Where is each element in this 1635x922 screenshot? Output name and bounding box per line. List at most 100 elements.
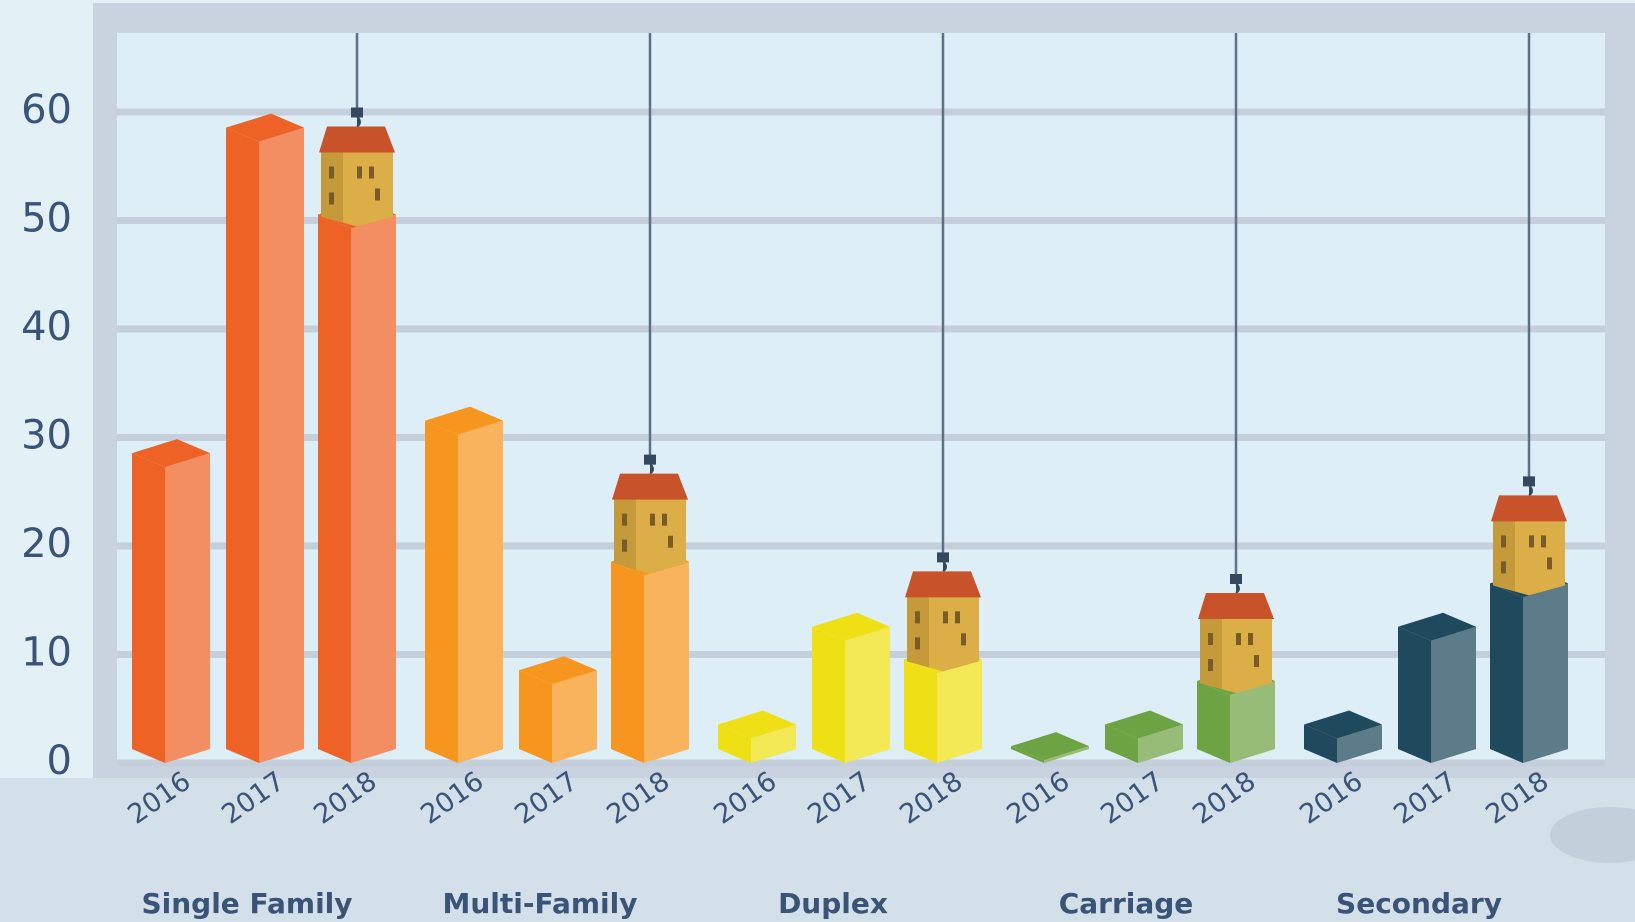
bar-right-face bbox=[165, 453, 210, 763]
house-window bbox=[369, 166, 374, 179]
house-window bbox=[622, 539, 627, 552]
bar-right-tint bbox=[644, 561, 689, 763]
bar bbox=[226, 113, 304, 763]
bar bbox=[611, 547, 689, 763]
bar-top bbox=[1398, 612, 1476, 641]
bar-right-tint bbox=[165, 453, 210, 763]
bar-left-face bbox=[425, 420, 458, 763]
bar-right-face bbox=[644, 561, 689, 763]
y-tick-label: 10 bbox=[21, 629, 72, 675]
bar bbox=[1304, 710, 1382, 763]
house-window bbox=[1501, 535, 1506, 548]
bar-right-face bbox=[1044, 746, 1089, 763]
house-window bbox=[668, 535, 673, 548]
crane-hook bbox=[351, 107, 363, 128]
bar-right-tint bbox=[1044, 746, 1089, 763]
bar-right-face bbox=[1523, 583, 1568, 763]
bar bbox=[519, 656, 597, 763]
bar-right-tint bbox=[1230, 681, 1275, 763]
house-roof bbox=[905, 571, 981, 598]
bar bbox=[1490, 569, 1568, 763]
bar-top bbox=[226, 113, 304, 142]
bar-right-face bbox=[1431, 626, 1476, 763]
bar-left-face bbox=[519, 670, 552, 763]
bar-top bbox=[1011, 732, 1089, 761]
y-tick-label: 20 bbox=[21, 521, 72, 567]
bar-top bbox=[519, 656, 597, 685]
house-window bbox=[375, 188, 380, 201]
y-tick-label: 30 bbox=[21, 412, 72, 458]
category-label: Duplex bbox=[778, 887, 888, 920]
crane-hook bbox=[1523, 476, 1535, 497]
bar-right-tint bbox=[1431, 626, 1476, 763]
house-window bbox=[1248, 633, 1253, 646]
house-window bbox=[955, 611, 960, 624]
bar-left-face bbox=[1490, 583, 1523, 763]
category-label: Single Family bbox=[141, 887, 352, 920]
house-window bbox=[1208, 659, 1213, 672]
bar-right-face bbox=[751, 724, 796, 763]
bar bbox=[1011, 732, 1089, 763]
house-window bbox=[1541, 535, 1546, 548]
house-window bbox=[915, 637, 920, 650]
house-window bbox=[329, 166, 334, 179]
bar-right-face bbox=[259, 127, 304, 763]
bar-top bbox=[425, 406, 503, 435]
bar-left-face bbox=[1197, 681, 1230, 763]
bar-left-face bbox=[1398, 626, 1431, 763]
crane-hook bbox=[937, 552, 949, 573]
house-window bbox=[915, 611, 920, 624]
bar-left-face bbox=[226, 127, 259, 763]
bar-left-face bbox=[611, 561, 644, 763]
bar-top bbox=[1105, 710, 1183, 739]
bar-left-face bbox=[318, 214, 351, 763]
bar bbox=[425, 406, 503, 763]
house-window bbox=[943, 611, 948, 624]
bar-top bbox=[718, 710, 796, 739]
house-window bbox=[662, 513, 667, 526]
bar bbox=[1105, 710, 1183, 763]
bar-right-face bbox=[552, 670, 597, 763]
bar bbox=[1398, 612, 1476, 763]
bar bbox=[718, 710, 796, 763]
bar bbox=[318, 200, 396, 763]
house-roof bbox=[1491, 495, 1567, 522]
y-tick-label: 0 bbox=[47, 738, 72, 784]
bars bbox=[132, 33, 1568, 763]
bar-right-tint bbox=[937, 659, 982, 763]
bar-right-tint bbox=[1337, 724, 1382, 763]
house-window bbox=[622, 513, 627, 526]
bar-top bbox=[812, 612, 890, 641]
bar-right-tint bbox=[351, 214, 396, 763]
house-window bbox=[329, 192, 334, 205]
category-label: Carriage bbox=[1059, 887, 1194, 920]
bar-left-face bbox=[718, 724, 751, 763]
category-label: Secondary bbox=[1336, 887, 1502, 920]
bar-right-face bbox=[937, 659, 982, 763]
bar-right-face bbox=[1230, 681, 1275, 763]
y-tick-label: 40 bbox=[21, 304, 72, 350]
bar bbox=[812, 612, 890, 763]
bar-right-tint bbox=[751, 724, 796, 763]
bar-top bbox=[1304, 710, 1382, 739]
bar-right-face bbox=[458, 420, 503, 763]
house-side bbox=[321, 150, 343, 223]
bar-left-face bbox=[1304, 724, 1337, 763]
y-tick-label: 50 bbox=[21, 195, 72, 241]
house-window bbox=[357, 166, 362, 179]
y-tick-label: 60 bbox=[21, 87, 72, 133]
house-window bbox=[1501, 561, 1506, 574]
house-side bbox=[907, 595, 929, 668]
bar-right-tint bbox=[1523, 583, 1568, 763]
house-window bbox=[961, 633, 966, 646]
bar-right-face bbox=[1138, 724, 1183, 763]
house-window bbox=[1236, 633, 1241, 646]
house-roof bbox=[319, 126, 395, 153]
bar-left-face bbox=[132, 453, 165, 763]
house-side bbox=[1200, 617, 1222, 690]
bar-left-face bbox=[1011, 746, 1044, 763]
house-window bbox=[1547, 557, 1552, 570]
bar-right-face bbox=[1337, 724, 1382, 763]
